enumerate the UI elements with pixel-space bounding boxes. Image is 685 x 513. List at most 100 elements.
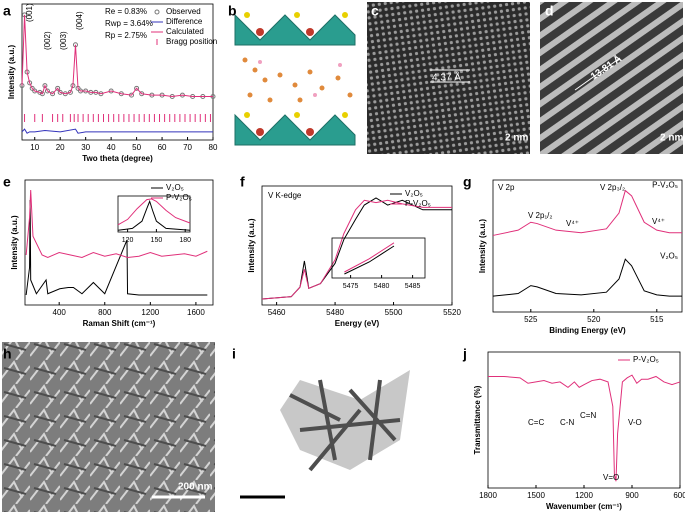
data-point — [37, 89, 43, 95]
legend-symbol — [154, 9, 160, 15]
x-tick-label: 180 — [179, 237, 191, 244]
annotation: C=N — [580, 411, 596, 420]
panel-label: g — [463, 174, 472, 190]
data-point — [55, 85, 61, 91]
data-point — [42, 83, 48, 89]
data-line — [25, 189, 208, 259]
tem-particles — [280, 370, 410, 472]
x-tick-label: 515 — [650, 315, 664, 324]
data-point — [67, 89, 73, 95]
y-axis-label: Intensity (a.u.) — [478, 219, 487, 274]
x-tick-label: 120 — [122, 237, 134, 244]
x-tick-label: 10 — [30, 143, 39, 152]
data-line — [25, 199, 208, 296]
annotation: Rwp = 3.64% — [105, 19, 153, 28]
x-tick-label: 70 — [183, 143, 192, 152]
x-tick-label: 1600 — [187, 308, 205, 317]
data-point — [32, 88, 38, 94]
x-axis-label: Energy (eV) — [335, 319, 380, 328]
panel-label: h — [3, 346, 12, 362]
x-axis-label: Two theta (degree) — [82, 154, 153, 163]
plot-frame — [261, 185, 453, 306]
data-point — [134, 85, 140, 91]
x-axis-label: Binding Energy (eV) — [549, 326, 626, 335]
x-tick-label: 1200 — [141, 308, 159, 317]
data-line — [261, 197, 452, 300]
panel-label: a — [3, 3, 11, 19]
annotation: V K-edge — [268, 191, 302, 200]
panel-label: b — [228, 3, 237, 19]
x-tick-label: 900 — [625, 491, 639, 500]
panel-label: e — [3, 174, 11, 190]
data-line — [117, 198, 191, 226]
x-tick-label: 150 — [151, 237, 163, 244]
panel-label: f — [240, 174, 245, 190]
panel-label: j — [462, 346, 467, 362]
plot-frame — [492, 179, 683, 313]
x-tick-label: 5480 — [374, 283, 390, 290]
x-tick-label: 1200 — [575, 491, 593, 500]
x-axis-label: Raman Shift (cm⁻¹) — [83, 319, 156, 328]
data-line — [492, 258, 682, 297]
annotation: V 2p — [498, 183, 515, 192]
x-axis-label: Wavenumber (cm⁻¹) — [546, 502, 622, 511]
x-tick-label: 5480 — [326, 308, 344, 317]
x-tick-label: 1500 — [527, 491, 545, 500]
annotation: V⁴⁺ — [652, 217, 665, 226]
legend-label: Observed — [166, 7, 201, 16]
data-point — [108, 88, 114, 94]
x-tick-label: 400 — [53, 308, 67, 317]
x-tick-label: 800 — [98, 308, 112, 317]
annotation: (002) — [43, 31, 52, 50]
hrtem-image — [540, 2, 683, 154]
legend-label: Bragg position — [166, 37, 217, 46]
panel-label: d — [545, 3, 554, 19]
structure-drawing — [234, 12, 356, 146]
annotation: (001) — [25, 3, 34, 22]
x-tick-label: 520 — [587, 315, 601, 324]
plot-frame — [487, 351, 681, 489]
data-point — [44, 88, 50, 94]
series-label: P-V₂O₅ — [652, 181, 678, 190]
x-tick-label: 5500 — [385, 308, 403, 317]
x-tick-label: 5485 — [405, 283, 421, 290]
x-tick-label: 50 — [132, 143, 141, 152]
data-point — [98, 91, 104, 97]
legend-label: P-V₂O₅ — [166, 193, 192, 202]
x-tick-label: 60 — [158, 143, 167, 152]
sem-image — [2, 342, 215, 512]
plot-frame — [117, 195, 191, 233]
image-label: 200 nm — [262, 482, 295, 493]
data-line — [344, 245, 395, 275]
x-tick-label: 30 — [81, 143, 90, 152]
data-line — [21, 128, 213, 134]
plot-frame — [331, 237, 426, 279]
x-tick-label: 5475 — [343, 283, 359, 290]
x-tick-label: 5460 — [268, 308, 286, 317]
x-tick-label: 1800 — [479, 491, 497, 500]
data-line — [261, 199, 452, 300]
data-point — [29, 85, 35, 91]
annotation: C=C — [528, 418, 544, 427]
data-point — [39, 91, 45, 97]
data-line — [488, 374, 681, 482]
data-point — [57, 89, 63, 95]
data-point — [50, 91, 56, 97]
plot-frame — [24, 179, 214, 306]
y-axis-label: Intensity (a.u.) — [10, 215, 19, 270]
data-point — [62, 91, 68, 97]
x-tick-label: 5520 — [443, 308, 461, 317]
image-label: 4.37 Å — [432, 71, 461, 84]
x-tick-label: 80 — [209, 143, 218, 152]
y-axis-label: Transmittance (%) — [473, 385, 482, 454]
y-axis-label: Intensity (a.u.) — [7, 45, 16, 100]
annotation: C-N — [560, 418, 574, 427]
annotation: V⁴⁺ — [566, 219, 579, 228]
x-tick-label: 20 — [56, 143, 65, 152]
annotation: Rp = 2.75% — [105, 31, 147, 40]
image-label: 2 nm — [660, 133, 683, 144]
data-line — [344, 242, 395, 273]
legend-label: P-V₂O₅ — [633, 355, 659, 364]
data-line — [21, 14, 213, 97]
